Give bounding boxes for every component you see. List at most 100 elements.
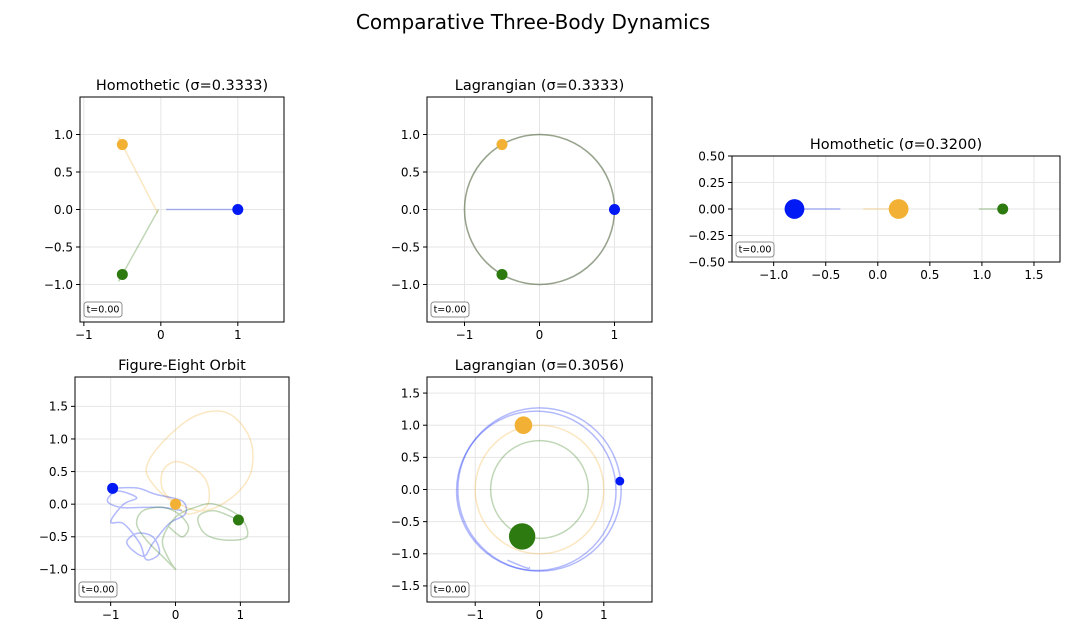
body-marker-3	[508, 523, 536, 550]
body-marker-3	[496, 268, 508, 280]
y-tick-label: 0.0	[401, 203, 420, 217]
panel-title: Figure-Eight Orbit	[118, 358, 246, 374]
lagrangian-panel: −1 0 1 1.0 0.5 0.0 −0.5 −1.0 Lagrangian (σ=0.333…	[391, 78, 653, 342]
time-label: t=0.00	[87, 305, 120, 316]
time-label-frame	[83, 301, 123, 318]
lagrangian-2-panel: −1 0 1 1.5 1.0 0.5 0.0 −0.5 −1.0 −1.5 Lagrangian (…	[391, 358, 653, 622]
y-tick-label: 1.5	[49, 400, 68, 414]
y-tick-label: 0.00	[698, 202, 725, 216]
body-marker-2	[496, 139, 508, 151]
time-label-box: t=0.00	[735, 241, 775, 258]
x-tick-label: 0.5	[920, 268, 939, 282]
time-label-frame	[78, 581, 118, 598]
trail-path	[135, 502, 249, 571]
x-tick-label: −1	[102, 608, 120, 622]
x-tick-label: 0	[536, 328, 544, 342]
y-tick-label: 0.0	[49, 497, 68, 511]
y-tick-label: 1.0	[401, 128, 420, 142]
time-label-box: t=0.00	[83, 301, 123, 318]
y-tick-label: −1.5	[391, 579, 420, 593]
x-tick-label: 1	[237, 608, 245, 622]
x-tick-label: 1	[234, 328, 242, 342]
figure-eight-panel: −1 0 1 1.5 1.0 0.5 0.0 −0.5 −1.0 Figure-Eight Orb…	[39, 358, 290, 622]
orbit-circle	[474, 424, 605, 555]
y-tick-label: 0.5	[401, 165, 420, 179]
y-tick-label: 1.0	[49, 432, 68, 446]
panel-title: Lagrangian (σ=0.3056)	[455, 358, 625, 374]
trail-path	[507, 559, 531, 570]
trail-path	[117, 209, 160, 282]
y-tick-label: −1.0	[391, 547, 420, 561]
time-label-box: t=0.00	[78, 581, 118, 598]
y-tick-label: 1.5	[401, 386, 420, 400]
y-tick-label: 0.5	[401, 451, 420, 465]
x-tick-label: −0.5	[811, 268, 840, 282]
homothetic-2-panel: −1.0 −0.5 0.0 0.5 1.0 1.5 0.50 0.25 0.00 −0.25 −0.…	[688, 137, 1061, 282]
x-tick-label: 0.0	[868, 268, 887, 282]
y-tick-label: 1.0	[401, 419, 420, 433]
time-label: t=0.00	[434, 305, 467, 316]
body-marker-2	[116, 139, 128, 151]
body-marker-3	[997, 203, 1009, 215]
y-tick-label: 0.50	[698, 149, 725, 163]
trail-path	[117, 137, 159, 214]
body-marker-1	[609, 204, 620, 215]
panel-title: Lagrangian (σ=0.3333)	[455, 78, 625, 94]
body-marker-1	[784, 199, 805, 219]
orbit-circle	[457, 407, 622, 572]
y-tick-label: −0.5	[39, 530, 68, 544]
x-tick-label: 0	[536, 608, 544, 622]
y-tick-label: 0.0	[54, 203, 73, 217]
y-tick-label: −1.0	[391, 278, 420, 292]
x-tick-label: 1	[600, 608, 608, 622]
x-tick-label: −1	[75, 328, 93, 342]
body-marker-1	[232, 204, 244, 215]
y-tick-label: −0.50	[688, 255, 725, 269]
time-label-frame	[735, 241, 775, 258]
body-marker-2	[514, 416, 533, 435]
orbit-circle	[455, 410, 617, 572]
y-tick-label: 0.5	[49, 465, 68, 479]
y-tick-label: −0.25	[688, 229, 725, 243]
data-layer	[106, 410, 254, 571]
data-layer	[117, 137, 238, 282]
y-tick-label: 0.25	[698, 176, 725, 190]
x-tick-label: 1.5	[1024, 268, 1043, 282]
trail-path	[106, 486, 188, 561]
x-tick-label: 1	[611, 328, 619, 342]
time-label-frame	[430, 581, 470, 598]
y-tick-label: 1.0	[54, 128, 73, 142]
x-tick-label: −1	[466, 608, 484, 622]
panel-title: Homothetic (σ=0.3200)	[810, 137, 982, 153]
body-marker-2	[170, 498, 182, 510]
body-marker-3	[116, 268, 128, 280]
time-label-frame	[430, 301, 470, 318]
time-label: t=0.00	[739, 245, 772, 256]
homothetic-panel: −1 0 1 1.0 0.5 0.0 −0.5 −1.0 Homothetic (σ=0.333…	[44, 78, 285, 342]
time-label: t=0.00	[434, 585, 467, 596]
y-tick-label: 0.5	[54, 165, 73, 179]
y-tick-label: −1.0	[44, 278, 73, 292]
orbit-circle	[489, 439, 590, 540]
y-tick-label: −1.0	[39, 563, 68, 577]
axes-frame	[74, 376, 290, 603]
x-tick-label: 0	[157, 328, 165, 342]
y-tick-label: −0.5	[391, 515, 420, 529]
body-marker-2	[888, 199, 909, 219]
body-marker-1	[107, 482, 119, 494]
body-marker-3	[232, 514, 244, 526]
y-tick-label: −0.5	[391, 240, 420, 254]
time-label-box: t=0.00	[430, 301, 470, 318]
x-tick-label: 1.0	[972, 268, 991, 282]
x-tick-label: −1.0	[759, 268, 788, 282]
time-label-box: t=0.00	[430, 581, 470, 598]
body-marker-1	[615, 476, 625, 486]
y-tick-label: 0.0	[401, 483, 420, 497]
x-tick-label: 0	[172, 608, 180, 622]
panel-title: Homothetic (σ=0.3333)	[96, 78, 268, 94]
y-tick-label: −0.5	[44, 240, 73, 254]
trail-path	[145, 410, 254, 515]
time-label: t=0.00	[82, 585, 115, 596]
x-tick-label: −1	[456, 328, 474, 342]
